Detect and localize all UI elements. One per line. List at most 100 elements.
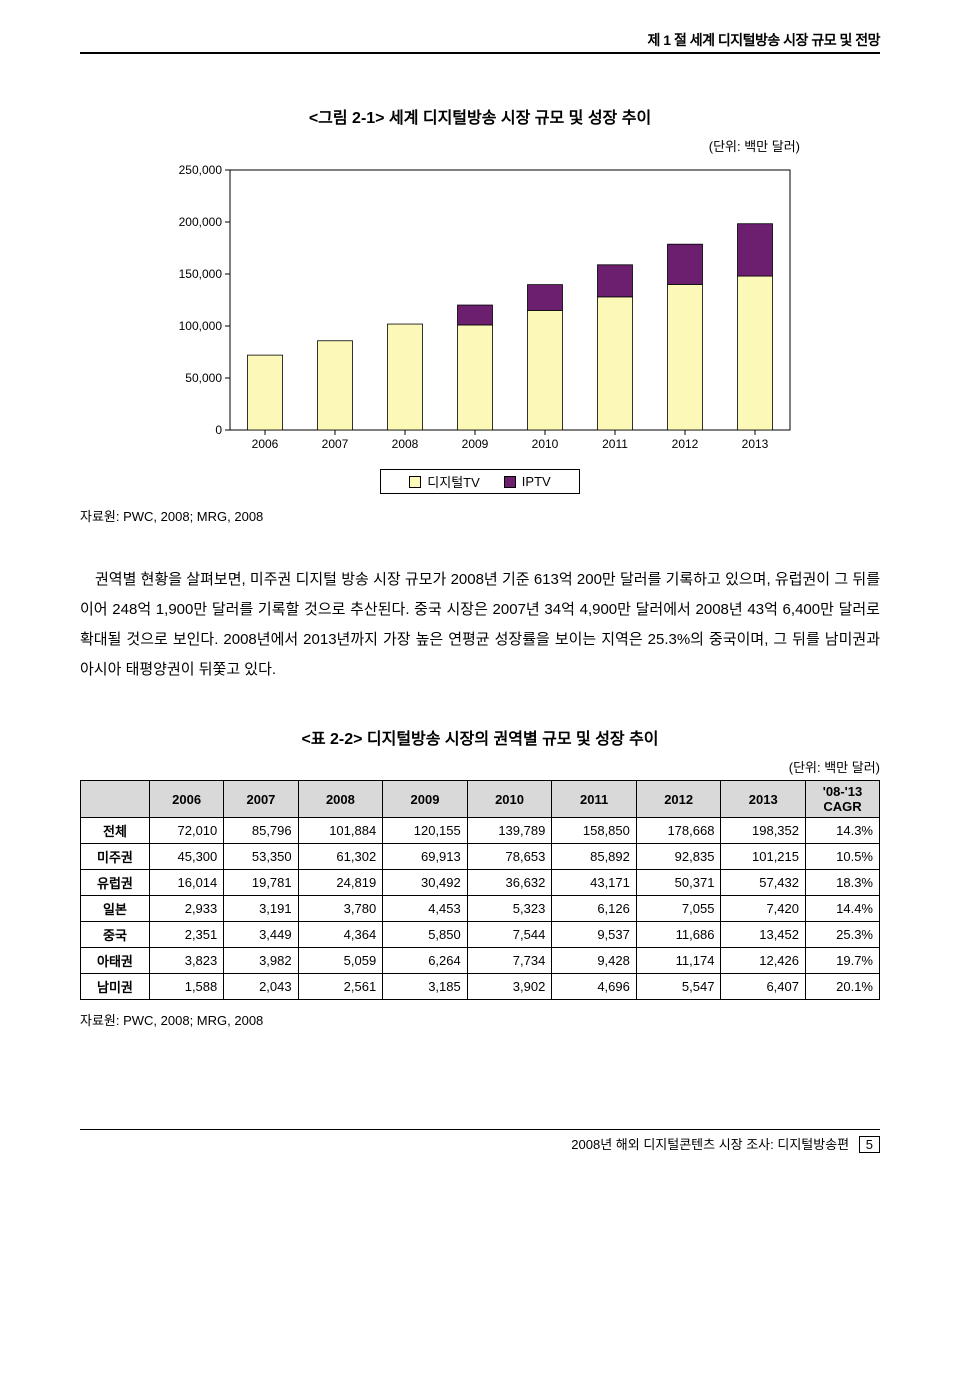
table-cell: 18.3% <box>806 870 880 896</box>
table-cell: 10.5% <box>806 844 880 870</box>
table-cell: 4,696 <box>552 974 637 1000</box>
legend-item-digitaltv: 디지털TV <box>409 472 480 491</box>
table-cell: 2,933 <box>149 896 223 922</box>
svg-text:150,000: 150,000 <box>179 267 223 281</box>
table-cell: 158,850 <box>552 818 637 844</box>
table-cell: 3,823 <box>149 948 223 974</box>
table-cell: 9,428 <box>552 948 637 974</box>
table-cell: 53,350 <box>224 844 298 870</box>
svg-text:0: 0 <box>215 423 222 437</box>
svg-text:2007: 2007 <box>322 437 349 451</box>
chart-title: <그림 2-1> 세계 디지털방송 시장 규모 및 성장 추이 <box>80 104 880 128</box>
footer-text: 2008년 해외 디지털콘텐츠 시장 조사: 디지털방송편 <box>571 1137 849 1152</box>
table-cell: 7,420 <box>721 896 806 922</box>
table-cell: 198,352 <box>721 818 806 844</box>
table-row: 미주권45,30053,35061,30269,91378,65385,8929… <box>81 844 880 870</box>
table-cell: 72,010 <box>149 818 223 844</box>
table-cell: 85,892 <box>552 844 637 870</box>
bar-chart: 050,000100,000150,000200,000250,00020062… <box>160 160 800 460</box>
table-col-header: 2011 <box>552 781 637 818</box>
table-cell: 14.4% <box>806 896 880 922</box>
table-cell: 78,653 <box>467 844 552 870</box>
table-cell: 19.7% <box>806 948 880 974</box>
legend-swatch-digitaltv <box>409 476 421 488</box>
table-col-header: 2009 <box>383 781 468 818</box>
table-col-header: '08-'13CAGR <box>806 781 880 818</box>
legend-label-digitaltv: 디지털TV <box>427 472 480 491</box>
svg-text:2006: 2006 <box>252 437 279 451</box>
table-cell: 57,432 <box>721 870 806 896</box>
table-row-label: 중국 <box>81 922 150 948</box>
svg-text:250,000: 250,000 <box>179 163 223 177</box>
table-col-header: 2008 <box>298 781 383 818</box>
table-cell: 3,449 <box>224 922 298 948</box>
legend-swatch-iptv <box>504 476 516 488</box>
table-cell: 6,407 <box>721 974 806 1000</box>
table-cell: 19,781 <box>224 870 298 896</box>
table-corner <box>81 781 150 818</box>
table-col-header: 2006 <box>149 781 223 818</box>
table-cell: 36,632 <box>467 870 552 896</box>
table-cell: 3,780 <box>298 896 383 922</box>
table-row: 전체72,01085,796101,884120,155139,789158,8… <box>81 818 880 844</box>
table-col-header: 2010 <box>467 781 552 818</box>
chart-unit-label: (단위: 백만 달러) <box>80 136 880 155</box>
table-cell: 25.3% <box>806 922 880 948</box>
legend-label-iptv: IPTV <box>522 474 551 489</box>
svg-text:2008: 2008 <box>392 437 419 451</box>
table-cell: 61,302 <box>298 844 383 870</box>
table-cell: 101,884 <box>298 818 383 844</box>
table-row-label: 일본 <box>81 896 150 922</box>
table-cell: 101,215 <box>721 844 806 870</box>
table-cell: 2,351 <box>149 922 223 948</box>
table-cell: 16,014 <box>149 870 223 896</box>
table-title: <표 2-2> 디지털방송 시장의 권역별 규모 및 성장 추이 <box>80 725 880 749</box>
table-cell: 85,796 <box>224 818 298 844</box>
chart-source: 자료원: PWC, 2008; MRG, 2008 <box>80 506 880 525</box>
table-col-header: 2012 <box>636 781 721 818</box>
table-cell: 5,323 <box>467 896 552 922</box>
table-cell: 3,185 <box>383 974 468 1000</box>
table-cell: 4,453 <box>383 896 468 922</box>
table-cell: 2,043 <box>224 974 298 1000</box>
table-cell: 3,191 <box>224 896 298 922</box>
table-cell: 43,171 <box>552 870 637 896</box>
table-cell: 20.1% <box>806 974 880 1000</box>
data-table: 20062007200820092010201120122013'08-'13C… <box>80 780 880 1000</box>
table-cell: 11,174 <box>636 948 721 974</box>
table-cell: 50,371 <box>636 870 721 896</box>
table-row-label: 미주권 <box>81 844 150 870</box>
table-cell: 69,913 <box>383 844 468 870</box>
table-cell: 92,835 <box>636 844 721 870</box>
table-cell: 3,902 <box>467 974 552 1000</box>
chart-legend: 디지털TV IPTV <box>380 469 580 494</box>
table-cell: 9,537 <box>552 922 637 948</box>
table-row: 남미권1,5882,0432,5613,1853,9024,6965,5476,… <box>81 974 880 1000</box>
table-cell: 24,819 <box>298 870 383 896</box>
table-cell: 7,055 <box>636 896 721 922</box>
chart-container: 050,000100,000150,000200,000250,00020062… <box>160 160 800 494</box>
svg-text:2009: 2009 <box>462 437 489 451</box>
table-row-label: 유럽권 <box>81 870 150 896</box>
svg-text:2012: 2012 <box>672 437 699 451</box>
table-cell: 6,264 <box>383 948 468 974</box>
svg-text:50,000: 50,000 <box>185 371 222 385</box>
svg-text:2010: 2010 <box>532 437 559 451</box>
table-cell: 45,300 <box>149 844 223 870</box>
legend-item-iptv: IPTV <box>504 472 551 491</box>
table-cell: 7,734 <box>467 948 552 974</box>
table-row: 중국2,3513,4494,3645,8507,5449,53711,68613… <box>81 922 880 948</box>
page-footer: 2008년 해외 디지털콘텐츠 시장 조사: 디지털방송편 5 <box>80 1129 880 1153</box>
table-cell: 13,452 <box>721 922 806 948</box>
table-source: 자료원: PWC, 2008; MRG, 2008 <box>80 1010 880 1029</box>
table-row: 유럽권16,01419,78124,81930,49236,63243,1715… <box>81 870 880 896</box>
table-row: 일본2,9333,1913,7804,4535,3236,1267,0557,4… <box>81 896 880 922</box>
table-cell: 7,544 <box>467 922 552 948</box>
table-cell: 178,668 <box>636 818 721 844</box>
table-cell: 6,126 <box>552 896 637 922</box>
table-cell: 30,492 <box>383 870 468 896</box>
table-row-label: 남미권 <box>81 974 150 1000</box>
table-cell: 4,364 <box>298 922 383 948</box>
table-cell: 139,789 <box>467 818 552 844</box>
svg-text:2011: 2011 <box>602 437 628 451</box>
